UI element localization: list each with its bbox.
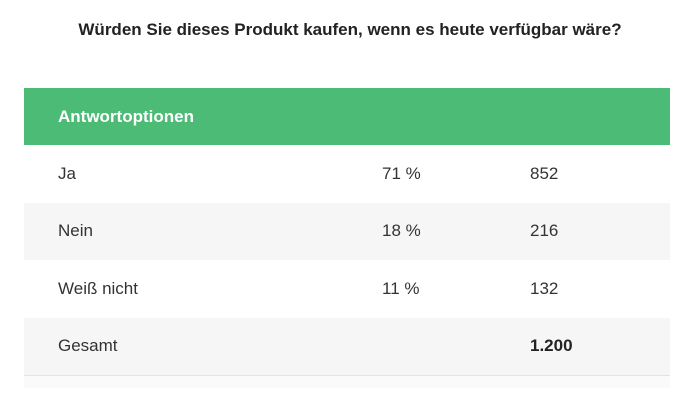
answer-percent: 11 % [382, 278, 420, 298]
answer-percent: 18 % [382, 221, 421, 241]
answer-label: Weiß nicht [58, 278, 138, 298]
answer-count: 216 [530, 221, 559, 241]
results-table: Antwortoptionen Ja 71 % 852 Nein 18 % 21… [24, 88, 670, 388]
total-count: 1.200 [530, 336, 573, 356]
answer-count: 852 [530, 163, 559, 183]
table-row: Nein 18 % 216 [24, 202, 670, 260]
answer-label: Ja [58, 163, 76, 183]
total-label: Gesamt [58, 336, 118, 356]
answer-percent: 71 % [382, 163, 421, 183]
header-answer-options: Antwortoptionen [58, 106, 194, 126]
total-row: Gesamt 1.200 [24, 317, 670, 375]
table-row: Weiß nicht 11 % 132 [24, 260, 670, 318]
survey-question-title: Würden Sie dieses Produkt kaufen, wenn e… [78, 20, 622, 39]
table-footer [24, 375, 670, 388]
table-row: Ja 71 % 852 [24, 145, 670, 203]
answer-count: 132 [530, 278, 559, 298]
answer-label: Nein [58, 221, 93, 241]
table-header: Antwortoptionen [24, 88, 670, 145]
